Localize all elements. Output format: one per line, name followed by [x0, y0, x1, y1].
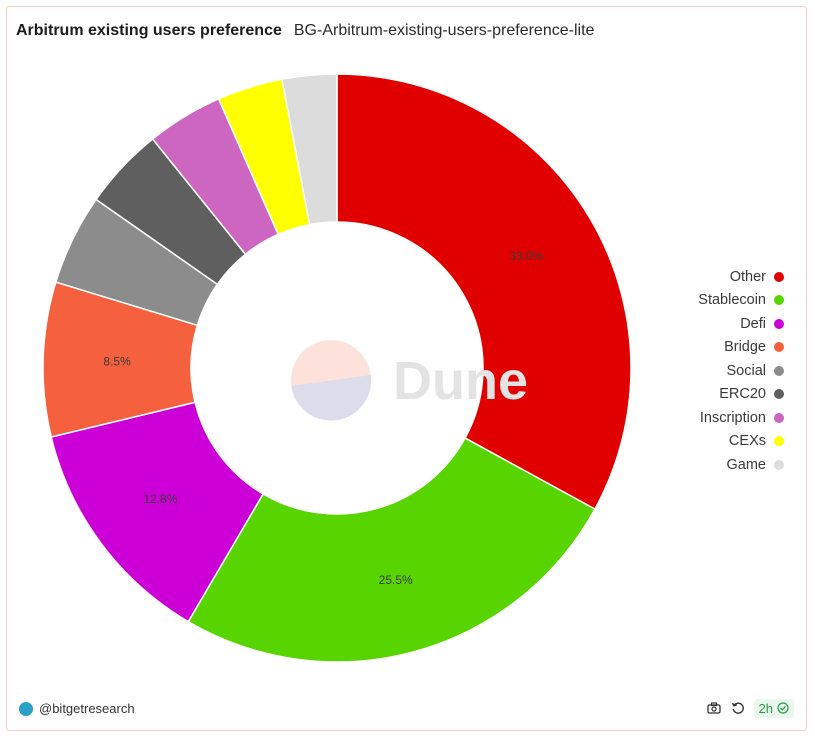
legend-item-bridge[interactable]: Bridge	[624, 336, 784, 360]
legend-item-cexs[interactable]: CEXs	[624, 430, 784, 454]
refresh-age: 2h	[758, 700, 773, 716]
legend-item-other[interactable]: Other	[624, 265, 784, 289]
slice-group	[42, 73, 632, 663]
chart-card: Arbitrum existing users preference BG-Ar…	[6, 6, 807, 731]
chart-legend: Other Stablecoin Defi Bridge Social ERC20 Insc…	[624, 265, 784, 477]
data-label-stablecoin: 25.5%	[379, 573, 413, 587]
dune-watermark: Dune	[291, 340, 528, 421]
legend-swatch	[774, 271, 784, 282]
legend-label: Inscription	[699, 409, 766, 426]
chart-subtitle: BG-Arbitrum-existing-users-preference-li…	[293, 22, 595, 39]
legend-swatch	[774, 436, 784, 447]
legend-item-social[interactable]: Social	[624, 359, 784, 383]
legend-label: Game	[726, 456, 767, 473]
legend-label: Social	[726, 362, 767, 379]
camera-icon[interactable]	[704, 698, 724, 718]
legend-item-stablecoin[interactable]: Stablecoin	[624, 289, 784, 313]
data-label-bridge: 8.5%	[103, 354, 131, 368]
chart-title: Arbitrum existing users preference	[16, 22, 282, 39]
data-label-defi: 12.8%	[143, 492, 177, 506]
slice-game[interactable]	[281, 73, 338, 226]
legend-swatch	[774, 318, 784, 329]
legend-label: Bridge	[724, 339, 766, 356]
slice-stablecoin[interactable]	[187, 437, 596, 663]
slice-defi[interactable]	[50, 401, 265, 623]
legend-swatch	[774, 459, 784, 470]
legend-item-game[interactable]: Game	[624, 453, 784, 477]
legend-swatch	[774, 365, 784, 376]
legend-label: Other	[729, 268, 766, 285]
legend-label: Stablecoin	[698, 292, 766, 309]
watermark-logo-bottom	[291, 375, 372, 421]
legend-item-defi[interactable]: Defi	[624, 312, 784, 336]
refresh-status-badge[interactable]: 2h	[753, 698, 794, 718]
legend-label: Defi	[740, 315, 766, 332]
legend-swatch	[774, 342, 784, 353]
refresh-icon[interactable]	[728, 698, 748, 718]
author-name: @bitgetresearch	[39, 701, 135, 716]
author-avatar	[19, 701, 33, 716]
legend-swatch	[774, 412, 784, 423]
data-label-group: 33.0% 25.5% 12.8% 8.5%	[103, 249, 543, 587]
legend-item-inscription[interactable]: Inscription	[624, 406, 784, 430]
legend-swatch	[774, 389, 784, 400]
legend-label: CEXs	[728, 433, 766, 450]
legend-swatch	[774, 295, 784, 306]
check-circle-icon	[777, 702, 789, 714]
legend-item-erc20[interactable]: ERC20	[624, 383, 784, 407]
chart-toolbar: 2h	[700, 698, 794, 718]
data-label-other: 33.0%	[509, 249, 543, 263]
chart-header: Arbitrum existing users preference BG-Ar…	[16, 19, 594, 43]
watermark-text: Dune	[393, 351, 528, 411]
slice-other[interactable]	[336, 73, 632, 511]
legend-label: ERC20	[719, 386, 766, 403]
author-credit[interactable]: @bitgetresearch	[19, 701, 135, 716]
donut-chart: Dune 33.0% 25.5% 12.8% 8.5%	[42, 73, 632, 663]
